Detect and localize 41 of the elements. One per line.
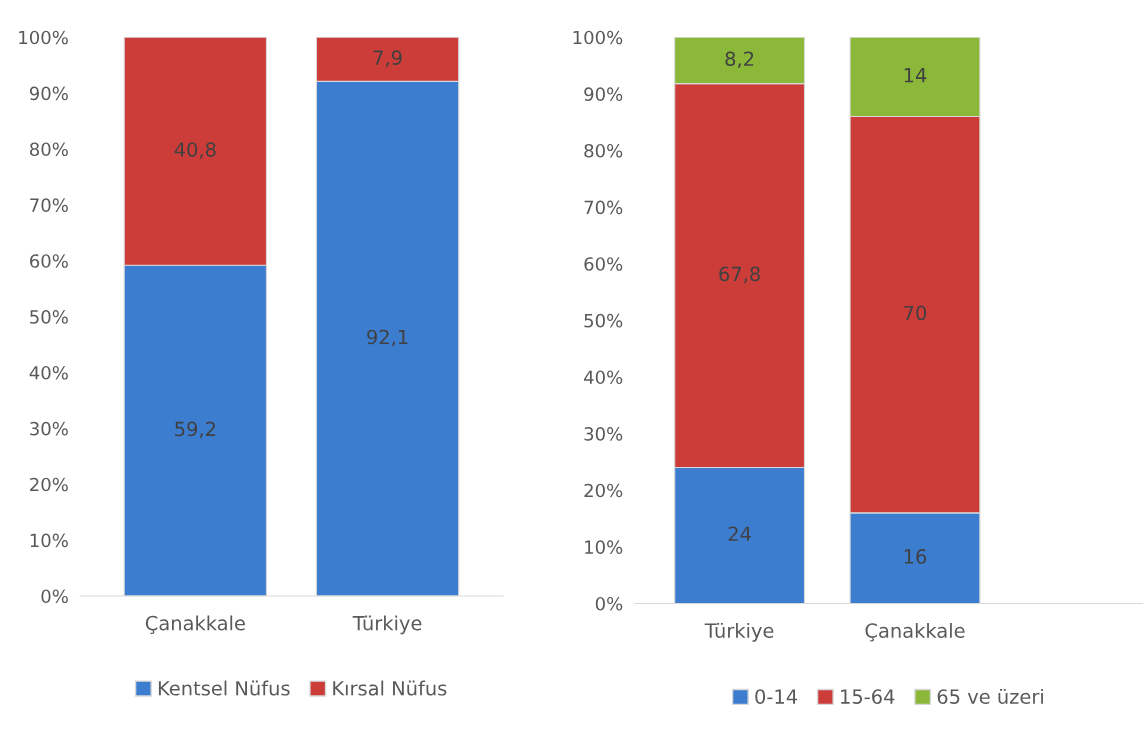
y-tick-label: 40% [584, 370, 623, 385]
x-tick-label: Türkiye [352, 615, 422, 635]
y-tick-label: 30% [584, 427, 623, 441]
y-tick-label: 30% [30, 421, 68, 436]
legend-label: 0-14 [755, 689, 798, 704]
legend-label: Kentsel Nüfus [158, 680, 290, 696]
y-tick-label: 0% [595, 596, 623, 611]
y-tick-label: 90% [29, 86, 68, 101]
y-tick-label: 90% [584, 87, 623, 101]
data-label: 16 [904, 549, 927, 564]
y-tick-label: 10% [585, 540, 623, 554]
legend-label: 15-64 [841, 689, 895, 704]
y-tick-label: 70% [584, 200, 623, 215]
data-label: 67,8 [719, 266, 760, 284]
y-tick-label: 100% [19, 30, 68, 45]
y-tick-label: 60% [584, 257, 623, 271]
x-tick-label: Çanakkale [865, 622, 965, 642]
y-tick-label: 20% [584, 483, 623, 498]
y-tick-label: 10% [30, 533, 68, 548]
y-tick-label: 80% [584, 143, 623, 158]
data-label: 40,8 [174, 142, 216, 159]
y-tick-label: 60% [30, 254, 68, 268]
y-tick-label: 70% [30, 198, 68, 212]
data-label: 7,9 [373, 50, 402, 67]
y-tick-label: 0% [41, 589, 68, 604]
legend-label: 65 ve üzeri [937, 688, 1043, 704]
legend-label: Kırsal Nüfus [333, 680, 447, 696]
y-tick-label: 40% [29, 365, 68, 380]
data-label: 92,1 [367, 329, 408, 347]
y-tick-label: 100% [573, 30, 623, 45]
x-tick-label: Türkiye [704, 622, 774, 642]
y-tick-label: 50% [30, 310, 68, 324]
x-tick-label: Çanakkale [145, 615, 245, 634]
data-label: 70 [904, 305, 927, 321]
y-tick-label: 80% [29, 142, 68, 157]
data-label: 59,2 [175, 421, 216, 439]
y-tick-label: 50% [584, 313, 623, 328]
data-label: 14 [904, 68, 927, 83]
y-tick-label: 20% [30, 477, 68, 492]
data-label: 24 [728, 526, 751, 541]
data-label: 8,2 [725, 51, 754, 69]
